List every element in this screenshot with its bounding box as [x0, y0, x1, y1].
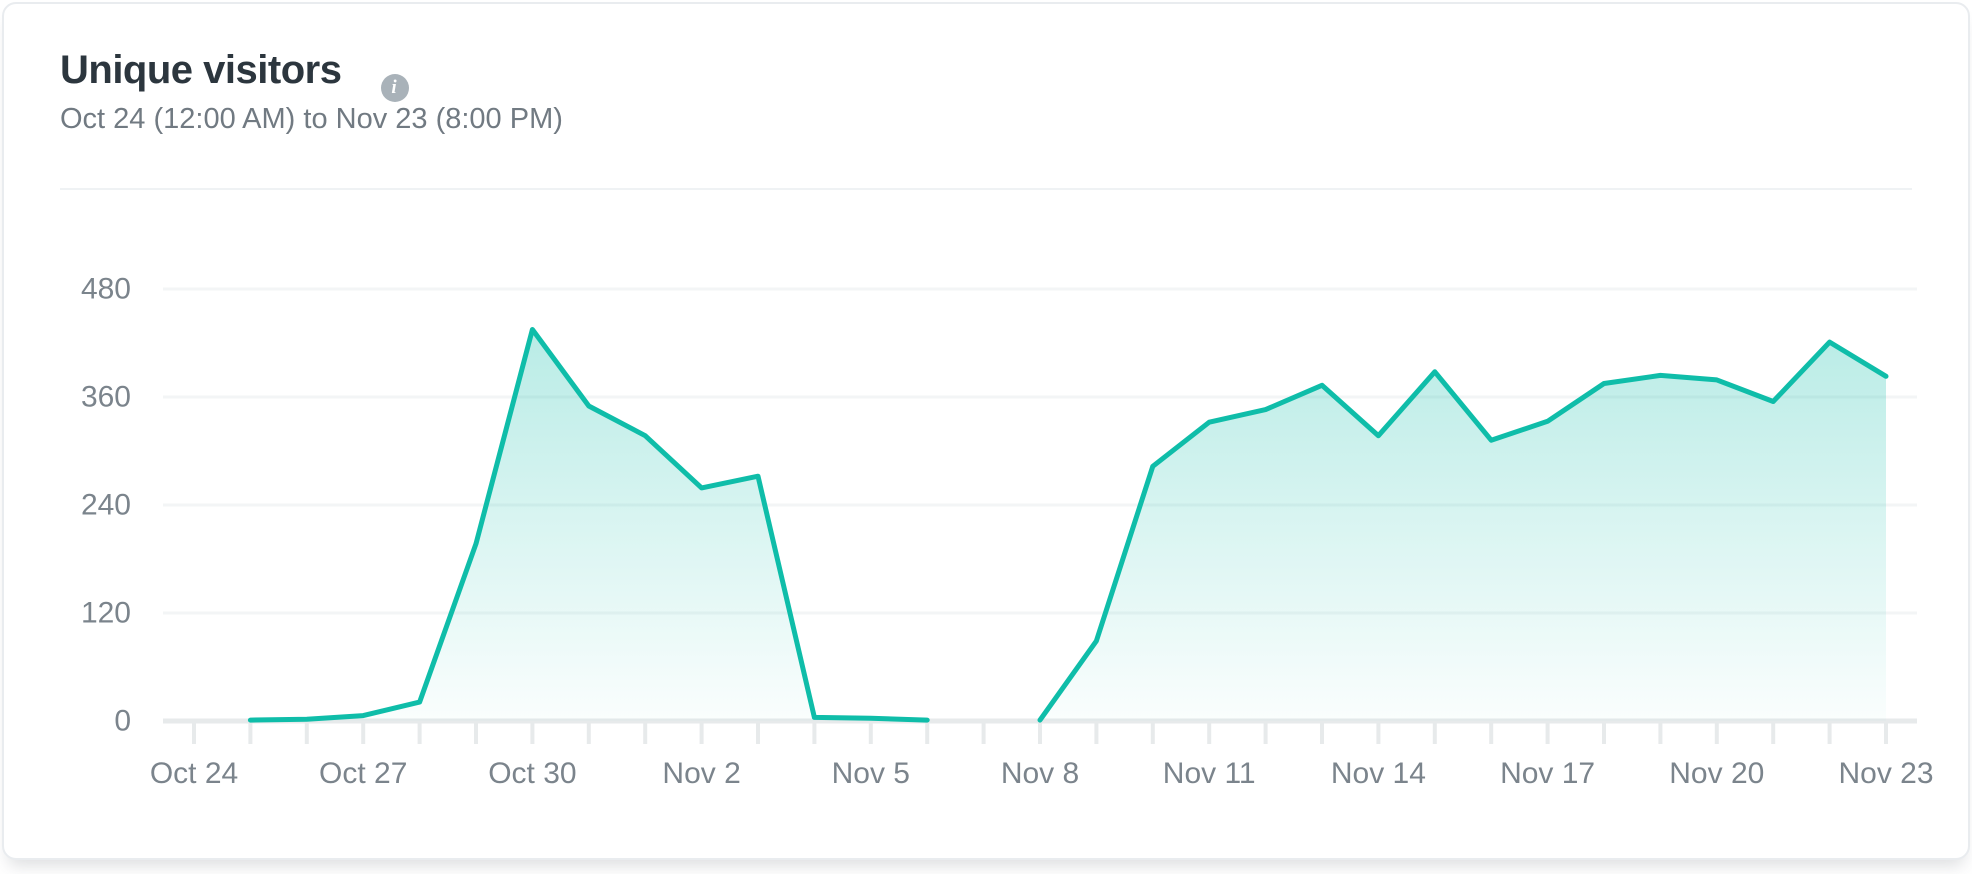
- unique-visitors-card: Unique visitors i Oct 24 (12:00 AM) to N…: [2, 2, 1970, 860]
- info-icon[interactable]: i: [381, 74, 409, 102]
- info-icon-glyph: i: [391, 77, 397, 98]
- header-divider: [60, 188, 1912, 190]
- date-range-subtitle: Oct 24 (12:00 AM) to Nov 23 (8:00 PM): [60, 103, 563, 135]
- page-title: Unique visitors: [60, 48, 342, 92]
